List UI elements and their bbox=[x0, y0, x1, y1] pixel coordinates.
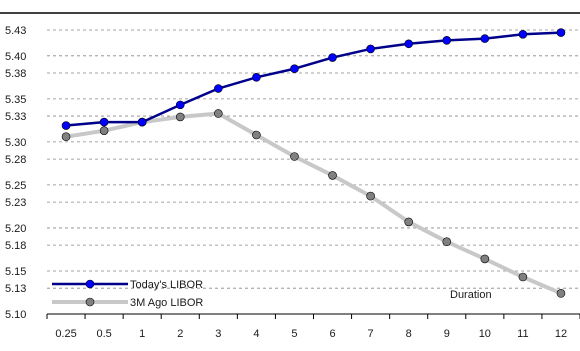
y-tick-label: 5.18 bbox=[5, 240, 26, 252]
data-point bbox=[252, 73, 261, 82]
y-tick-label: 5.20 bbox=[5, 223, 26, 235]
data-point bbox=[518, 272, 528, 282]
x-tick-label: 3 bbox=[215, 328, 221, 340]
data-point bbox=[442, 36, 452, 45]
data-point bbox=[480, 34, 490, 43]
y-tick-label: 5.43 bbox=[5, 25, 26, 37]
x-tick-label: 12 bbox=[555, 328, 567, 340]
y-tick-label: 5.33 bbox=[5, 111, 26, 123]
x-tick-label: 2 bbox=[177, 328, 183, 340]
x-tick-label: 0.25 bbox=[55, 328, 76, 340]
data-point bbox=[404, 39, 413, 49]
y-tick-label: 5.10 bbox=[5, 309, 26, 321]
y-tick-label: 5.35 bbox=[5, 94, 26, 106]
y-tick-label: 5.28 bbox=[5, 154, 26, 166]
y-tick-label: 5.23 bbox=[5, 197, 26, 209]
x-tick-label: 1 bbox=[139, 328, 145, 340]
x-tick-label: 10 bbox=[479, 328, 491, 340]
x-tick-label: 4 bbox=[253, 328, 259, 340]
x-tick-label: 7 bbox=[368, 328, 374, 340]
data-point bbox=[442, 237, 452, 247]
legend-label: Today's LIBOR bbox=[130, 279, 203, 291]
data-point bbox=[61, 121, 71, 130]
data-point bbox=[137, 117, 147, 127]
y-tick-label: 5.25 bbox=[5, 180, 26, 192]
data-point bbox=[366, 191, 375, 201]
x-tick-label: 5 bbox=[291, 328, 297, 340]
data-point bbox=[328, 171, 337, 180]
legend-marker bbox=[85, 279, 95, 289]
y-tick-label: 5.13 bbox=[5, 283, 26, 295]
data-point bbox=[480, 254, 490, 264]
data-point bbox=[556, 289, 566, 298]
data-point bbox=[175, 100, 185, 110]
series-line-0 bbox=[65, 31, 562, 127]
data-point bbox=[214, 84, 223, 93]
data-point bbox=[175, 112, 185, 122]
data-point bbox=[99, 117, 109, 127]
x-tick-label: 8 bbox=[406, 328, 412, 340]
x-tick-label: 11 bbox=[517, 328, 528, 340]
x-tick-label: 0.5 bbox=[96, 328, 111, 340]
gridlines bbox=[47, 29, 580, 289]
data-point bbox=[252, 130, 261, 140]
y-tick-label: 5.30 bbox=[5, 137, 26, 149]
legend-label: 3M Ago LIBOR bbox=[130, 297, 203, 309]
legend-marker bbox=[85, 297, 95, 307]
data-point bbox=[290, 64, 299, 74]
data-point bbox=[404, 217, 413, 227]
data-point bbox=[518, 30, 528, 39]
axes bbox=[46, 313, 580, 319]
annotation-duration: Duration bbox=[450, 289, 492, 301]
data-point bbox=[99, 126, 109, 135]
data-point bbox=[328, 53, 337, 62]
y-tick-label: 5.15 bbox=[5, 266, 26, 278]
data-point bbox=[61, 132, 71, 142]
data-point bbox=[556, 28, 566, 37]
data-point bbox=[290, 152, 299, 161]
x-tick-label: 9 bbox=[444, 328, 450, 340]
legend: Today's LIBOR 3M Ago LIBOR bbox=[52, 279, 203, 309]
series-layer bbox=[61, 28, 566, 298]
series-line-1 bbox=[65, 111, 562, 296]
data-point bbox=[214, 109, 223, 118]
y-tick-label: 5.40 bbox=[5, 51, 26, 63]
data-point bbox=[366, 44, 375, 54]
tick-labels: 5.10 5.13 5.15 5.18 5.20 5.23 5.25 5.28 5.30 5.33… bbox=[5, 25, 567, 340]
y-tick-label: 5.38 bbox=[5, 68, 26, 80]
x-tick-label: 6 bbox=[329, 328, 335, 340]
